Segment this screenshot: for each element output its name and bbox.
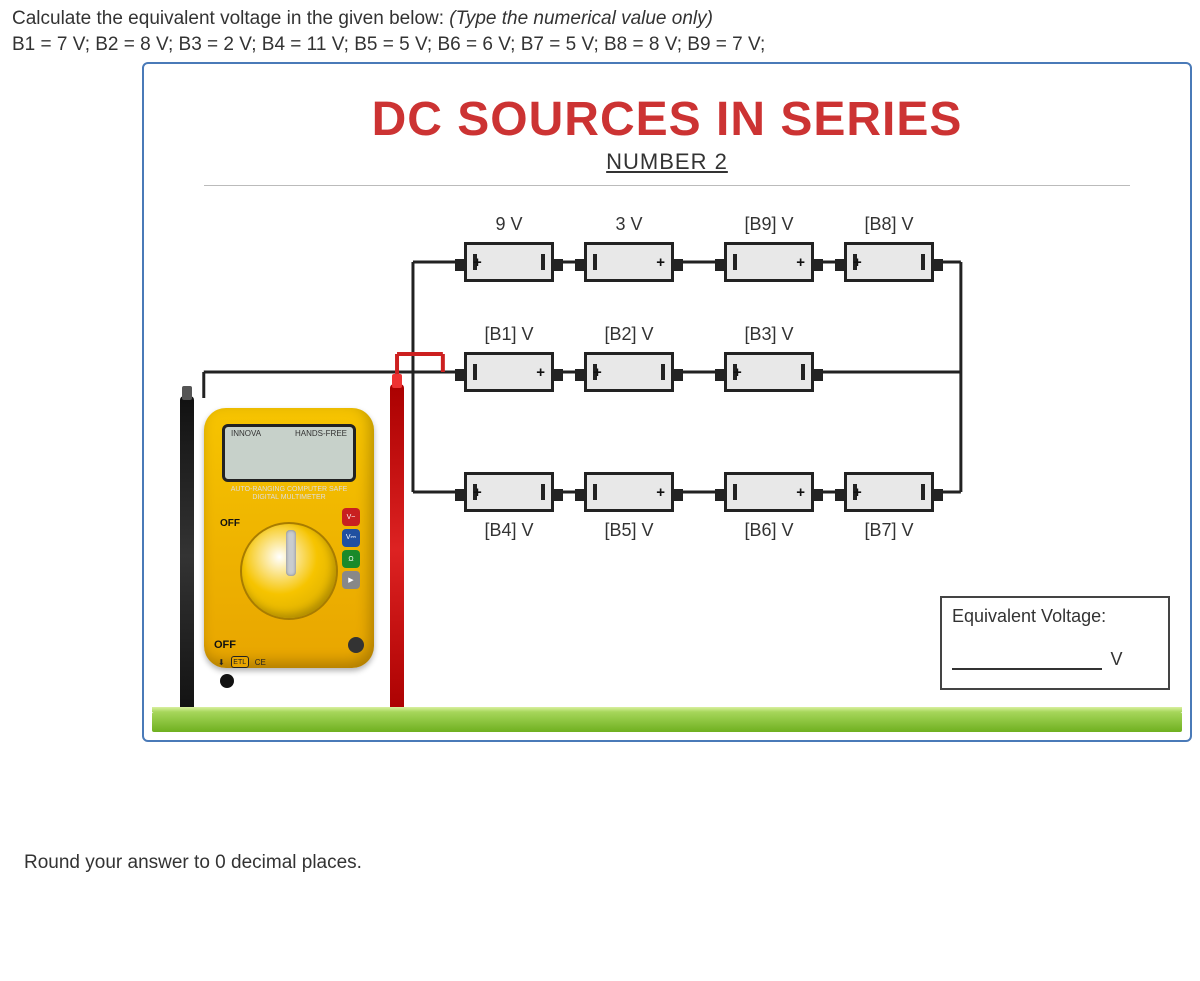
battery-bot-2: + [584,472,674,512]
battery-top-3: + [724,242,814,282]
mm-hands: HANDS-FREE [295,429,347,438]
probe-red [390,384,404,716]
eqv-unit: V [1110,649,1122,669]
prompt-text-a: Calculate the equivalent voltage in the … [12,8,449,29]
mm-brand: INNOVA [231,429,261,438]
battery-label-9v: 9 V [464,214,554,235]
multimeter-dial-icon [240,522,338,620]
battery-label-b5: [B5] V [584,520,674,541]
equivalent-voltage-box: Equivalent Voltage: V [940,596,1170,690]
battery-mid-2: + [584,352,674,392]
eqv-title: Equivalent Voltage: [952,606,1158,627]
battery-label-3v: 3 V [584,214,674,235]
battery-mid-3: + [724,352,814,392]
probe-red-tip-icon [392,374,402,388]
title-area: DC SOURCES IN SERIES NUMBER 2 [144,64,1190,175]
page-root: Calculate the equivalent voltage in the … [0,0,1200,892]
mm-sub1: AUTO-RANGING COMPUTER SAFE [222,486,356,494]
battery-label-b2: [B2] V [584,324,674,345]
mm-btn-dcv: V⎓ [342,529,360,547]
mm-btn-diode: ▶ [342,571,360,589]
battery-mid-1: + [464,352,554,392]
battery-label-b8: [B8] V [844,214,934,235]
green-footer-bar [152,712,1182,732]
speaker-icon [348,637,364,653]
multimeter-screen: INNOVA HANDS-FREE [222,424,356,482]
mm-sublabel: AUTO-RANGING COMPUTER SAFE DIGITAL MULTI… [222,486,356,503]
battery-top-4: + [844,242,934,282]
prompt-line-1: Calculate the equivalent voltage in the … [12,8,1188,30]
figure-frame: DC SOURCES IN SERIES NUMBER 2 [142,62,1192,742]
battery-top-1: + [464,242,554,282]
probe-black [180,396,194,716]
battery-label-b7: [B7] V [844,520,934,541]
battery-label-b3: [B3] V [724,324,814,345]
figure-title: DC SOURCES IN SERIES [144,92,1190,147]
battery-label-b9: [B9] V [724,214,814,235]
rounding-note: Round your answer to 0 decimal places. [12,852,1188,884]
mm-mode-buttons: V~ V⎓ Ω ▶ [342,508,360,589]
mm-port-icon [220,674,234,688]
battery-label-b6: [B6] V [724,520,814,541]
battery-label-b4: [B4] V [464,520,554,541]
mm-off2-label: OFF [214,639,236,651]
battery-bot-1: + [464,472,554,512]
mm-off-label: OFF [220,518,240,529]
figure-subtitle: NUMBER 2 [144,149,1190,175]
mm-btn-acv: V~ [342,508,360,526]
mm-sub2: DIGITAL MULTIMETER [222,494,356,502]
battery-label-b1: [B1] V [464,324,554,345]
battery-bot-4: + [844,472,934,512]
ce-mark: CE [255,658,266,667]
prompt-line-2: B1 = 7 V; B2 = 8 V; B3 = 2 V; B4 = 11 V;… [12,34,1188,56]
mm-foot: ⬇ ETL CE [218,656,266,668]
etl-icon: ETL [231,656,249,668]
circuit-area: 9 V + 3 V + [B9] V + [B8] V + [144,186,1190,656]
eqv-blank-line[interactable] [952,650,1102,670]
probe-black-tip-icon [182,386,192,400]
prompt-text-b: (Type the numerical value only) [449,8,713,29]
mm-btn-ohm: Ω [342,550,360,568]
battery-bot-3: + [724,472,814,512]
battery-top-2: + [584,242,674,282]
